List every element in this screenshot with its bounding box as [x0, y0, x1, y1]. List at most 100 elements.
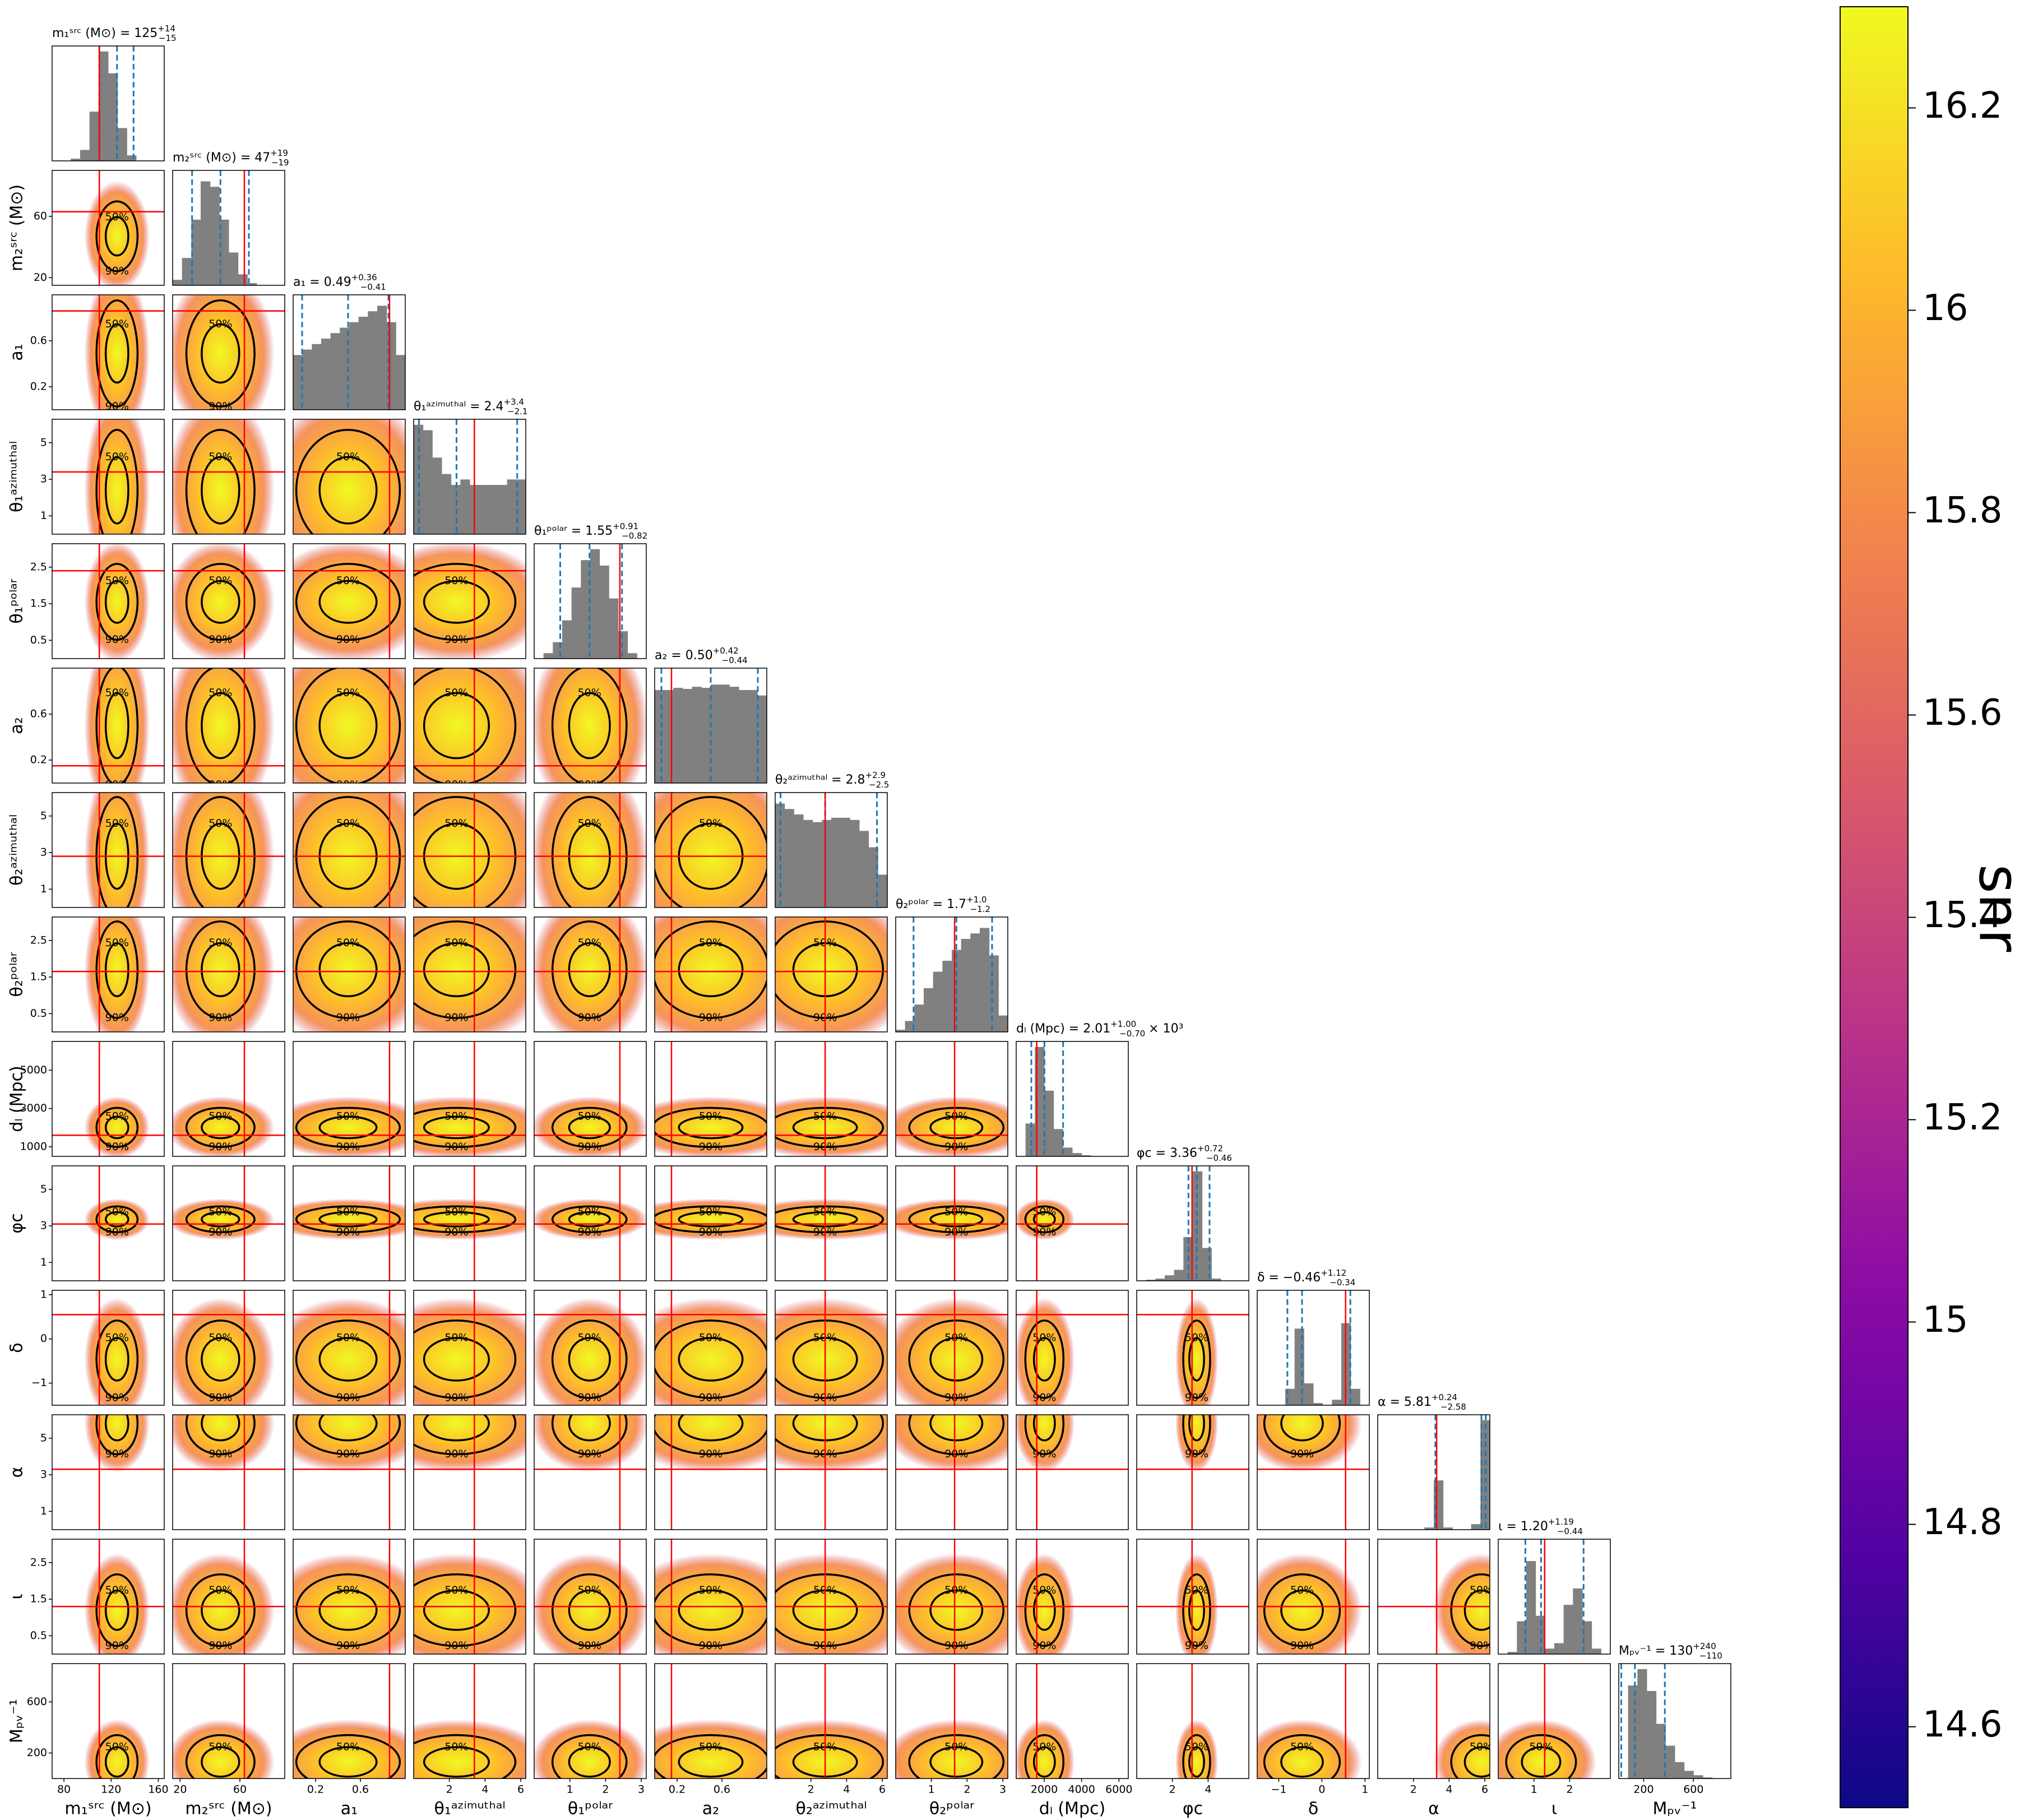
contour-label: 50% [444, 575, 468, 587]
panel-frame [293, 543, 406, 659]
y-tick-label: 0.2 [30, 754, 47, 766]
contour-50 [318, 1746, 378, 1778]
contour-label: 90% [209, 779, 232, 791]
panel-frame [413, 1041, 526, 1157]
hist-bar [479, 485, 489, 534]
hist-bar [173, 280, 183, 285]
contour-label: 50% [444, 937, 468, 949]
contour-label: 50% [699, 1110, 722, 1123]
panel: 50%90% [172, 1041, 285, 1157]
panel-content: 50%90% [414, 668, 526, 783]
panel-frame [1016, 1290, 1129, 1406]
err-plus: +0.36 [351, 272, 377, 283]
panel: 50%90% [895, 1414, 1008, 1530]
panel-content: 50%90% [655, 1290, 767, 1405]
contour-label: 50% [1185, 1332, 1208, 1344]
hist-bar [683, 689, 693, 783]
panel-frame [1136, 1414, 1249, 1530]
hist-bar [1165, 1275, 1175, 1281]
y-tick-label: 5000 [20, 1064, 47, 1076]
y-tick-label: 0.5 [30, 1629, 47, 1642]
hist-bar [859, 831, 869, 907]
panel-content: 50%90% [52, 1290, 164, 1405]
contour-label: 50% [578, 1110, 601, 1123]
panel-frame [293, 1290, 406, 1406]
contour-label: 90% [444, 1392, 468, 1404]
contour-50 [201, 1415, 240, 1442]
contour-label: 50% [336, 687, 360, 699]
contour-90 [414, 920, 517, 1019]
contour-label: 90% [444, 1448, 468, 1460]
hist-bar [247, 283, 257, 285]
contour-label: 90% [578, 1640, 601, 1652]
panel: α = 5.81+0.24 −2.58 [1377, 1392, 1490, 1530]
panel: 50%90% [1016, 1414, 1129, 1530]
panel-frame [1016, 1539, 1129, 1655]
y-tick-label: 3 [40, 473, 47, 485]
panel: 50%90% [172, 1663, 285, 1779]
x-tick-label: 6 [517, 1784, 524, 1796]
hist-bar [739, 690, 749, 783]
contour-label: 50% [1290, 1741, 1314, 1753]
contour-50 [104, 692, 129, 760]
contour-50 [423, 1589, 490, 1631]
panel-frame [654, 916, 767, 1032]
err-plus: +1.0 [966, 895, 986, 905]
y-axis-label: Mₚᵥ⁻¹ [7, 1699, 27, 1743]
contour-label: 50% [578, 687, 601, 699]
panel-frame [1016, 1041, 1129, 1157]
contour-label: 90% [105, 1141, 129, 1153]
contour-label: 50% [578, 1741, 601, 1753]
panel-frame [1498, 1663, 1611, 1779]
panel: 50%90% [1498, 1663, 1611, 1779]
panel-frame [413, 1290, 526, 1406]
x-axis-label: dₗ (Mpc) [1039, 1799, 1105, 1819]
hist-bar [924, 988, 934, 1032]
err-minus: −2.1 [507, 406, 527, 416]
contour-50 [568, 1589, 611, 1631]
density [293, 1298, 405, 1405]
hist-bar [618, 631, 628, 659]
x-axis-label: θ₁ᵃᶻⁱᵐᵘᵗʰᵃˡ [434, 1799, 505, 1819]
panel-frame [172, 916, 285, 1032]
panel: 50%90% [1136, 1663, 1249, 1779]
panel-title: θ₁ᵃᶻⁱᵐᵘᵗʰᵃˡ = 2.4+3.4 −2.1 [414, 397, 527, 416]
hist-bar [1656, 1724, 1666, 1779]
panel-content [896, 917, 1008, 1032]
contour-label: 50% [1470, 1584, 1493, 1596]
contour-50 [201, 456, 240, 525]
contour-50 [1280, 1589, 1324, 1631]
contour-label: 50% [105, 1332, 129, 1344]
hist-bar [1517, 1621, 1527, 1654]
panel-frame [52, 419, 165, 535]
hist-bar [498, 485, 508, 534]
panel-frame [654, 792, 767, 908]
contour-label: 50% [105, 318, 129, 330]
panel-content: 50%90% [775, 1539, 887, 1654]
panel-content: 50%90% [293, 544, 405, 659]
density [173, 917, 275, 1032]
panel: 50%90% [654, 1165, 767, 1281]
contour-90 [655, 1734, 767, 1779]
contour-50 [318, 1211, 378, 1228]
panel: θ₂ᵃᶻⁱᵐᵘᵗʰᵃˡ = 2.8+2.9 −2.5 [775, 770, 889, 908]
contour-90 [414, 1734, 517, 1779]
panel-frame [1377, 1414, 1490, 1530]
density [84, 917, 150, 1032]
panel-frame [895, 1414, 1008, 1530]
contour-90 [95, 920, 139, 1019]
hist-bar [1545, 1648, 1555, 1654]
x-tick-label: 160 [148, 1784, 168, 1796]
y-axis-label: ι [7, 1594, 27, 1599]
contour-label: 50% [1185, 1584, 1208, 1596]
panel: 50%90% [293, 916, 406, 1032]
contour-label: 90% [105, 1226, 129, 1238]
contour-label: 50% [209, 1741, 232, 1753]
hist-bar [238, 274, 248, 285]
panel: 50%90% [293, 792, 406, 908]
panel: 50%90% [1016, 1290, 1129, 1406]
panel: 50%90% [172, 1290, 285, 1406]
hist-bar [99, 51, 109, 161]
contour-90 [1024, 1319, 1065, 1399]
err-plus: +240 [1693, 1641, 1716, 1651]
